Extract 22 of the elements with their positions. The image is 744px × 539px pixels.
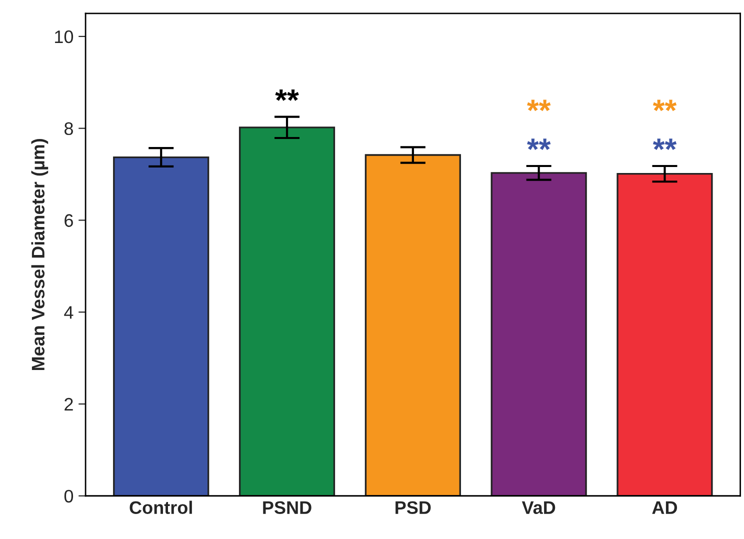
bar xyxy=(238,126,336,496)
x-tick-label: VaD xyxy=(522,501,556,514)
y-tick-label: 4 xyxy=(64,306,74,319)
annotation: ** xyxy=(527,100,551,112)
y-tick-label: 2 xyxy=(64,398,73,411)
y-tick-label: 6 xyxy=(64,214,73,227)
y-axis-title: Mean Vessel Diameter (µm) xyxy=(31,138,48,370)
bar xyxy=(490,172,587,496)
annotation: ** xyxy=(527,138,551,150)
annotation: ** xyxy=(275,89,299,101)
x-tick-label: AD xyxy=(652,501,678,514)
y-tick-label: 0 xyxy=(64,490,74,503)
x-tick-label: Control xyxy=(130,500,192,514)
bar xyxy=(364,154,461,496)
bar xyxy=(113,156,210,496)
bar xyxy=(616,172,713,496)
x-tick-label: PSD xyxy=(396,501,431,514)
x-tick-label: PSND xyxy=(263,501,312,514)
y-tick-label: 10 xyxy=(55,30,74,44)
annotation: ** xyxy=(652,100,677,112)
y-tick-label: 8 xyxy=(64,122,73,136)
annotation: ** xyxy=(652,138,677,150)
